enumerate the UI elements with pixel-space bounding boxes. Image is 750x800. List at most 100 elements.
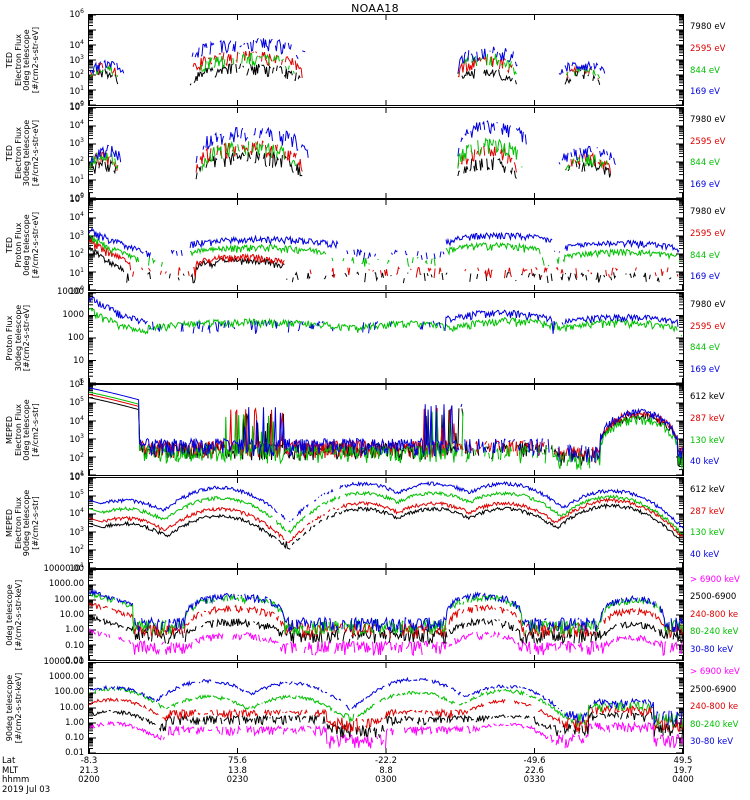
y-tick-label: 1.00 (65, 625, 84, 636)
y-tick-label: 103 (69, 137, 84, 150)
legend-entry: 80-240 keV (690, 627, 739, 638)
x-tick-hhmm: 0300 (375, 775, 397, 786)
x-tick-lat: -22.2 (375, 756, 397, 766)
series-blue (89, 295, 679, 334)
legend-entry: 169 eV (690, 179, 720, 190)
y-axis-label-ted-proton-30deg: Proton Flux 30deg telescope [#/cm2-s-str-e… (5, 292, 32, 384)
series-blue (89, 227, 680, 260)
y-tick-label: 101 (69, 174, 84, 187)
y-tick-label: 102 (69, 155, 84, 168)
x-axis-row-label-hhmm: hhmm (2, 775, 30, 786)
y-tick-labels-meped-proton-0deg: 10000.00 1000.00 100.00 10.00 1.00 0.10 0.01 (0, 564, 84, 666)
legend-entry: 240-800 ke (690, 702, 739, 713)
y-tick-label: 10.00 (59, 702, 84, 713)
y-tick-label: 101 (69, 562, 84, 575)
series-black (90, 709, 683, 738)
legend-entry: > 6900 keV (690, 574, 740, 585)
y-tick-label: 101 (69, 266, 84, 279)
y-tick-label: 0.01 (65, 748, 84, 759)
x-tick-mlt: 21.3 (79, 765, 99, 776)
y-axis-label-meped-electron-0deg: MEPED Electron Flux 0deg telescope [#/cm2-s… (5, 384, 40, 476)
plot-panel-meped-proton-90deg (88, 661, 684, 754)
x-tick-hhmm: 0330 (523, 775, 546, 786)
panel-canvas-ted-electron-0deg (89, 15, 683, 105)
legend-ted-proton-0deg: 7980 eV 2595 eV 844 eV 169 eV (690, 199, 750, 291)
legend-entry: 844 eV (690, 158, 720, 169)
legend-ted-proton-30deg: 7980 eV 2595 eV 844 eV 169 eV (690, 292, 750, 384)
legend-ted-electron-30deg: 7980 eV 2595 eV 844 eV 169 eV (690, 107, 750, 199)
y-tick-label: 103 (69, 525, 84, 538)
page-title: NOAA18 (351, 2, 399, 15)
panel-canvas-ted-electron-30deg (89, 107, 683, 198)
y-tick-label: 104 (69, 38, 84, 51)
x-tick-lat: 49.5 (673, 756, 693, 766)
series-blue (89, 37, 606, 75)
legend-entry: 130 keV (690, 528, 725, 539)
y-axis-label-ted-proton-0deg: TED Proton Flux 0deg telescope [#/cm2-s-str… (5, 199, 40, 291)
series-black (96, 63, 601, 86)
series-red (90, 50, 599, 80)
legend-entry: 7980 eV (690, 114, 726, 125)
y-tick-label: 100.00 (54, 687, 84, 698)
legend-entry: 30-80 keV (690, 644, 734, 655)
series-blue (89, 387, 683, 463)
y-tick-label: 103 (69, 54, 84, 66)
y-tick-label: 10.00 (59, 610, 84, 620)
y-axis-label-line: [#/cm2-s-str] (30, 495, 40, 550)
x-tick-mlt: 19.7 (673, 765, 693, 776)
legend-entry: 40 keV (690, 457, 720, 468)
y-tick-label: 105 (69, 193, 84, 205)
legend-meped-proton-0deg: > 6900 keV 2500-6900 240-800 ke 80-240 keV 3… (690, 569, 750, 661)
x-tick-hhmm: 0230 (226, 775, 249, 786)
y-tick-label: 1.00 (65, 717, 84, 728)
y-tick-label: 100.00 (54, 594, 84, 605)
y-tick-label: 10000.00 (43, 564, 84, 574)
series-magenta (89, 627, 683, 657)
y-axis-label-line: [#/cm2-s-str-eV] (22, 304, 32, 371)
y-tick-label: 104 (69, 507, 84, 520)
y-tick-label: 103 (69, 229, 84, 242)
legend-ted-electron-0deg: 7980 eV 2595 eV 844 eV 169 eV (690, 14, 750, 106)
series-green (89, 52, 601, 79)
y-tick-labels-meped-electron-0deg: 106 105 104 103 102 101 (0, 378, 84, 482)
y-tick-label: 1000.00 (48, 579, 84, 590)
legend-entry: 612 keV (690, 484, 725, 495)
y-tick-label: 102 (69, 248, 84, 261)
y-tick-label: 104 (69, 118, 84, 131)
plot-panel-ted-electron-0deg (88, 14, 684, 106)
series-green (89, 591, 683, 637)
plot-panel-ted-electron-30deg (88, 106, 684, 199)
y-tick-label: 102 (69, 451, 84, 464)
legend-entry: > 6900 keV (690, 667, 740, 678)
series-green (89, 685, 683, 728)
series-magenta (89, 720, 683, 749)
legend-entry: 7980 eV (690, 22, 726, 33)
y-axis-label-ted-electron-30deg: TED Electron Flux 30deg telescope [#/cm2-s-… (5, 107, 40, 199)
legend-entry: 169 eV (690, 364, 720, 375)
series-blue (89, 588, 683, 633)
series-red (89, 696, 683, 733)
series-green (89, 136, 609, 171)
plot-panel-meped-electron-90deg (88, 476, 684, 569)
y-tick-label: 106 (69, 378, 84, 390)
y-axis-label-ted-electron-0deg: TED Electron Flux 0deg telescope [#/cm2-s-s… (5, 14, 40, 106)
plot-panel-ted-proton-0deg (88, 199, 684, 291)
y-axis-label-line: [#/cm2-s-str-keV] (13, 672, 23, 743)
panel-canvas-meped-proton-90deg (89, 662, 683, 753)
y-axis-label-line: [#/cm2-s-str-eV] (30, 26, 40, 94)
legend-entry: 80-240 keV (690, 719, 739, 730)
y-tick-label: 1000.00 (48, 671, 84, 682)
legend-entry: 612 keV (690, 392, 725, 403)
y-tick-label: 105 (69, 396, 84, 409)
x-tick-lat: -8.3 (80, 756, 98, 766)
series-green (89, 234, 681, 267)
legend-entry: 287 keV (690, 414, 725, 425)
series-red (89, 139, 612, 173)
y-tick-label: 1000 (62, 309, 84, 320)
series-red (89, 237, 679, 279)
x-tick-lat: -49.6 (523, 756, 546, 766)
legend-meped-electron-90deg: 612 keV 287 keV 130 keV 40 keV (690, 477, 750, 569)
series-blue (89, 119, 617, 165)
x-tick-lat: 75.6 (228, 756, 247, 766)
legend-entry: 844 eV (690, 343, 720, 354)
